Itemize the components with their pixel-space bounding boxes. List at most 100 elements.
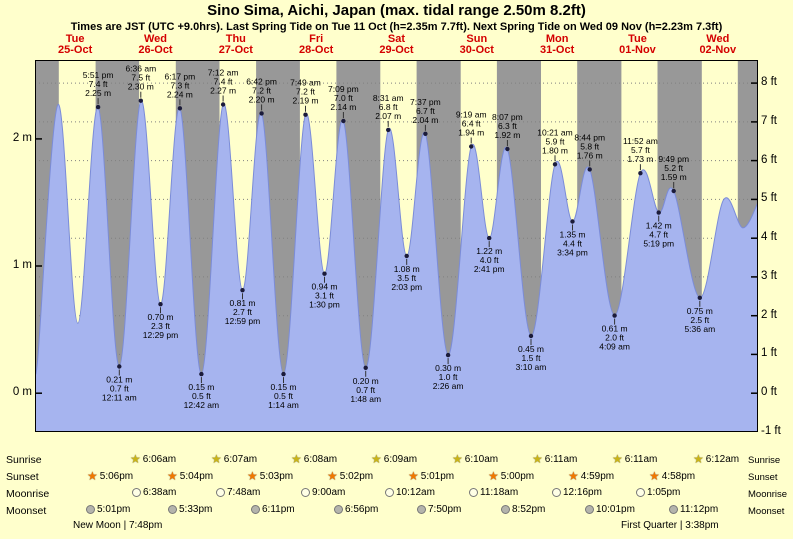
tide-extreme-label: 0.70 m 2.3 ft 12:29 pm: [143, 312, 178, 340]
tide-chart: 5:51 pm 7.4 ft 2.25 m 0.21 m 0.7 ft 12:11 am 6…: [34, 60, 759, 433]
y-axis-label-ft: 6 ft: [761, 154, 777, 166]
y-axis-label-ft: 4 ft: [761, 231, 777, 243]
sunrise-time: ★ 6:09am: [371, 453, 417, 465]
tide-extreme-label: 6:36 am 7.5 ft 2.30 m: [125, 64, 156, 92]
page-title: Sino Sima, Aichi, Japan (max. tidal rang…: [207, 2, 586, 19]
sunrise-time: ★ 6:11am: [532, 453, 577, 465]
moon-phase-label: First Quarter | 3:38pm: [621, 520, 719, 531]
astro-row-label-right: Sunrise: [748, 455, 781, 466]
day-column-label: Wed 26-Oct: [138, 33, 173, 56]
tide-extreme-dot: [303, 112, 308, 117]
moonrise-circle-icon: [469, 488, 478, 497]
tide-extreme-label: 0.81 m 2.7 ft 12:59 pm: [225, 298, 260, 326]
tide-extreme-dot: [552, 162, 558, 167]
moonrise-time: 6:38am: [132, 487, 176, 498]
sunrise-time-text: 6:06am: [142, 453, 177, 465]
moonset-time-text: 11:12pm: [680, 504, 719, 515]
y-axis-label-m: 2 m: [12, 132, 32, 144]
moonset-circle-icon: [86, 505, 95, 514]
sunrise-time-text: 6:10am: [464, 453, 499, 465]
tide-extreme-dot: [697, 295, 702, 300]
moonrise-circle-icon: [636, 488, 645, 497]
day-header-row: Tue 25-Oct Wed 26-Oct Thu 27-Oct Fri 28-Oct Sat 2…: [35, 34, 758, 56]
tide-extreme-dot: [341, 118, 346, 124]
y-axis-label-ft: 2 ft: [761, 309, 777, 321]
sunset-time: ★ 5:02pm: [327, 470, 373, 482]
sunrise-time-text: 6:11am: [544, 453, 578, 465]
astro-row-label-left: Sunrise: [6, 454, 42, 466]
moonset-time-text: 7:50pm: [428, 504, 462, 515]
tide-extreme-label: 0.15 m 0.5 ft 12:42 am: [184, 382, 219, 410]
tide-extreme-dot: [505, 146, 510, 152]
sunset-time: ★ 5:00pm: [488, 470, 534, 482]
moonset-time: 11:12pm: [669, 504, 718, 515]
moonset-circle-icon: [168, 505, 177, 514]
tide-extreme-label: 10:21 am 5.9 ft 1.80 m: [537, 127, 572, 155]
tide-extreme-label: 5:51 pm 7.4 ft 2.25 m: [83, 70, 114, 98]
tide-extreme-label: 9:19 am 6.4 ft 1.94 m: [456, 110, 487, 138]
sunset-time: ★ 5:06pm: [87, 470, 133, 482]
sunrise-time: ★ 6:11am: [612, 453, 657, 465]
moonrise-time: 7:48am: [216, 487, 260, 498]
moonset-time: 7:50pm: [417, 504, 461, 515]
tide-extreme-dot: [199, 371, 204, 377]
sunrise-time: ★ 6:12am: [693, 453, 739, 465]
moonset-time: 5:01pm: [86, 504, 130, 515]
tide-extreme-label: 0.75 m 2.5 ft 5:36 am: [684, 306, 715, 334]
moonset-circle-icon: [334, 505, 343, 514]
sunrise-star-icon: ★: [211, 452, 222, 466]
moonrise-time: 12:16pm: [552, 487, 602, 498]
moonrise-time-text: 9:00am: [312, 487, 346, 498]
sunrise-star-icon: ★: [130, 452, 141, 466]
moonrise-time: 9:00am: [301, 487, 345, 498]
tide-extreme-label: 7:37 pm 6.7 ft 2.04 m: [410, 97, 441, 125]
sunrise-star-icon: ★: [371, 452, 382, 466]
tide-extreme-dot: [612, 313, 617, 318]
tide-extreme-label: 8:07 pm 6.3 ft 1.92 m: [492, 112, 523, 140]
day-column-label: Mon 31-Oct: [540, 33, 575, 56]
moonrise-circle-icon: [301, 488, 310, 497]
tide-extreme-dot: [240, 288, 245, 293]
y-axis-label-m: 0 m: [12, 386, 32, 398]
plot-border: [35, 60, 758, 432]
y-axis-label-ft: 0 ft: [761, 386, 777, 398]
sunset-star-icon: ★: [87, 469, 98, 483]
moonset-circle-icon: [417, 505, 426, 514]
tide-extreme-dot: [117, 364, 122, 369]
tide-extreme-label: 1.08 m 3.5 ft 2:03 pm: [391, 264, 422, 292]
chart-subtitle: Times are JST (UTC +9.0hrs). Last Spring…: [70, 21, 723, 33]
y-axis-label-ft: 5 ft: [761, 192, 777, 204]
moonrise-time-text: 1:05pm: [647, 487, 681, 498]
day-column-label: Thu 27-Oct: [218, 33, 253, 56]
tide-extreme-dot: [95, 104, 101, 110]
day-column-label: Fri 28-Oct: [299, 33, 334, 56]
moonrise-row: Moonrise 6:38am 7:48am 9:00am 10:12am 11:18am…: [0, 486, 793, 503]
moonset-circle-icon: [251, 505, 260, 514]
astro-row-label-left: Moonrise: [6, 488, 50, 500]
moonset-time-text: 6:56pm: [345, 504, 379, 515]
sunset-star-icon: ★: [568, 469, 579, 483]
moonrise-time-text: 12:16pm: [563, 487, 602, 498]
moonset-time: 6:56pm: [334, 504, 378, 515]
tide-extreme-label: 0.30 m 1.0 ft 2:26 am: [433, 363, 464, 391]
tide-extreme-dot: [528, 333, 534, 339]
tide-extreme-label: 1.35 m 4.4 ft 3:34 pm: [557, 230, 588, 258]
sunset-time: ★ 4:59pm: [568, 470, 614, 482]
sunset-time-text: 5:00pm: [500, 470, 535, 482]
moonset-time-text: 6:11pm: [262, 504, 295, 515]
sunset-time-text: 4:58pm: [661, 470, 696, 482]
moonset-time: 8:52pm: [501, 504, 545, 515]
tide-extreme-dot: [445, 352, 451, 358]
sunrise-time: ★ 6:06am: [130, 453, 176, 465]
sunset-time: ★ 5:03pm: [247, 470, 293, 482]
y-axis-label-ft: 8 ft: [761, 76, 777, 88]
tide-extreme-label: 6:42 pm 7.2 ft 2.20 m: [246, 76, 277, 104]
tide-extreme-dot: [570, 219, 575, 224]
y-axis-label-ft: 3 ft: [761, 270, 777, 282]
sunrise-time-text: 6:08am: [303, 453, 338, 465]
day-column-label: Wed 02-Nov: [699, 33, 737, 56]
tide-extreme-dot: [404, 253, 409, 259]
day-column-label: Tue 01-Nov: [619, 33, 656, 56]
tide-extreme-dot: [656, 210, 661, 215]
astro-row-label-right: Sunset: [748, 472, 778, 483]
